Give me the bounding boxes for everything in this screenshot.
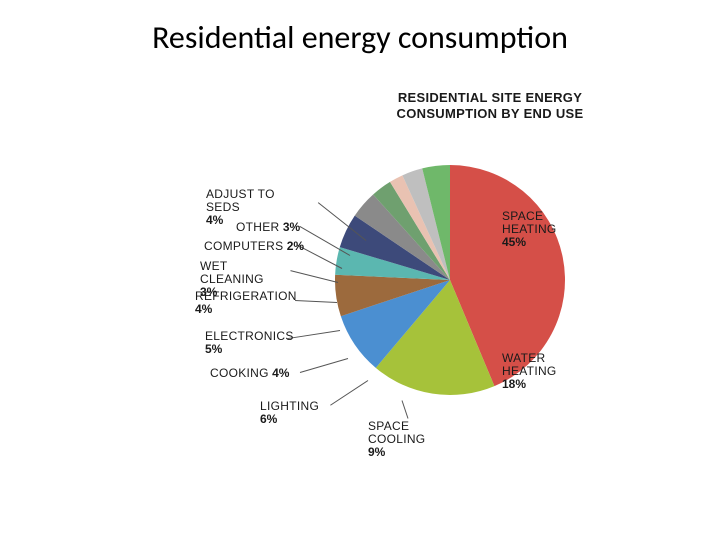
labels-layer: SPACEHEATING45% WATERHEATING18% SPACECOOLI… <box>100 90 620 500</box>
slice-label-value: 45% <box>502 235 526 249</box>
slice-label-value: 5% <box>205 342 222 356</box>
slice-label-value: 4% <box>272 366 289 380</box>
slice-label-value: 18% <box>502 377 526 391</box>
slice-label: COMPUTERS 2% <box>204 240 304 253</box>
slice-label: ELECTRONICS5% <box>205 330 294 356</box>
leader-line <box>402 400 409 418</box>
leader-line <box>300 358 348 373</box>
leader-line <box>290 270 338 283</box>
slice-label-value: 4% <box>195 302 212 316</box>
slice-label: SPACEHEATING45% <box>502 210 557 250</box>
slice-label: COOKING 4% <box>210 367 289 380</box>
slice-label-name: LIGHTING <box>260 399 319 413</box>
leader-line <box>295 300 337 303</box>
slice-label-name: WETCLEANING <box>200 259 264 286</box>
leader-line <box>330 380 369 406</box>
slice-label-value: 4% <box>206 213 223 227</box>
slice-label-name: ADJUST TOSEDS <box>206 187 275 214</box>
slice-label-value: 2% <box>287 239 304 253</box>
slice-label-value: 3% <box>283 220 300 234</box>
pie-chart: RESIDENTIAL SITE ENERGY CONSUMPTION BY E… <box>100 90 620 500</box>
slice-label-value: 6% <box>260 412 277 426</box>
slice-label-value: 3% <box>200 285 217 299</box>
slice-label-name: WATERHEATING <box>502 351 557 378</box>
slice-label-value: 9% <box>368 445 385 459</box>
slice-label-name: ELECTRONICS <box>205 329 294 343</box>
leader-line <box>298 245 342 269</box>
slice-label: SPACECOOLING9% <box>368 420 425 460</box>
leader-line <box>288 330 340 339</box>
slice-label-name: COOKING <box>210 366 269 380</box>
leader-line <box>318 202 367 241</box>
slice-label: LIGHTING6% <box>260 400 319 426</box>
slice-label-name: COMPUTERS <box>204 239 283 253</box>
slice-label-name: SPACEHEATING <box>502 209 557 236</box>
page-title: Residential energy consumption <box>0 18 720 57</box>
slice-label-name: SPACECOOLING <box>368 419 425 446</box>
slice-label: WATERHEATING18% <box>502 352 557 392</box>
slice-label: WETCLEANING3% <box>200 260 264 300</box>
slide: Residential energy consumption RESIDENTI… <box>0 0 720 540</box>
slice-label: ADJUST TOSEDS4% <box>206 188 275 228</box>
